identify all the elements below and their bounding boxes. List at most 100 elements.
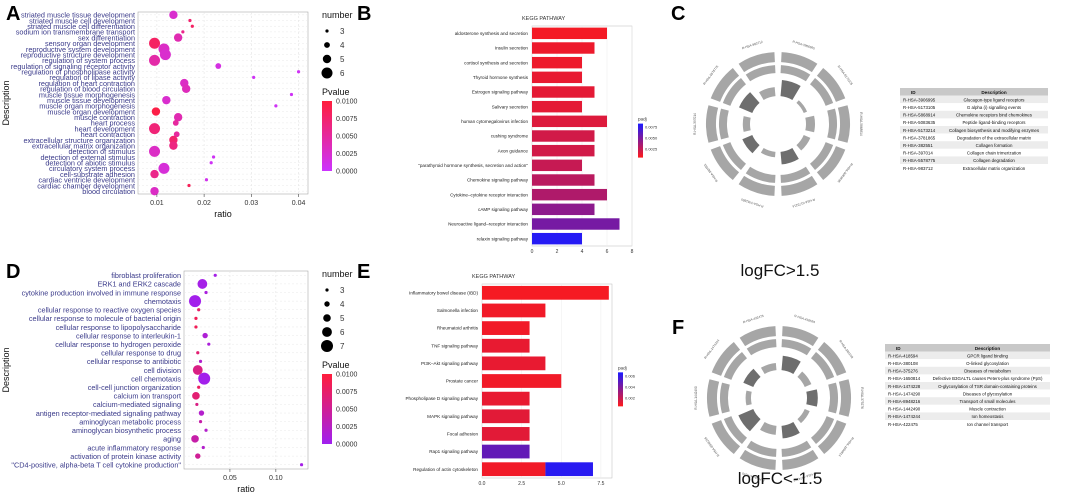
x-tick-label: 2 [556,249,559,255]
circle-segment-label: R-HSA-983712 [741,40,763,51]
size-legend-dot [323,314,331,322]
bar-label: Phospholipase D signaling pathway [405,396,478,401]
size-legend-title: number [322,269,353,279]
term-label: blood circulation [82,187,135,196]
table-cell-id: R-HSA-397014 [903,151,933,156]
term-label: muscle organ morphogenesis [39,102,135,111]
x-tick-label: 0.03 [245,200,259,207]
table-header-row [900,88,1048,96]
circle-panel-f: R-HSA-418594 R-HSA-380108 R-HSA-375276 R-HS… [694,314,1050,488]
x-axis-title: ratio [237,484,255,494]
table-cell-id: R-HSA-1474228 [888,384,921,389]
bar-label: Rap1 signaling pathway [429,449,478,454]
bar-label: "parathyroid hormone synthesis, secretio… [418,163,528,168]
bar [532,174,595,186]
color-legend-bar [322,101,332,171]
table-row [885,359,1050,367]
pathway-table-f: ID Description R-HSA-418594 GPCR ligand bin… [885,344,1050,428]
x-tick-label: 6 [606,249,609,255]
middle-ring-segment [780,166,811,183]
data-point [274,104,278,108]
term-label: striated muscle tissue development [21,11,135,20]
term-label: chemotaxis [144,297,181,306]
bar [482,303,546,318]
bar-label: Chemokine signaling pathway [467,178,529,183]
table-cell-id: R-HSA-5868914 [903,113,936,118]
circle-segment-label: R-HSA-1474228 [793,471,817,482]
middle-ring-segment [722,78,746,106]
middle-ring-segment [720,382,730,414]
bar [532,130,595,142]
table-cell-description: Ion homeostasis [972,414,1005,419]
table-cell-id: R-HSA-380108 [888,361,918,366]
size-legend-dot [321,340,333,352]
bar-label: cAMP signaling pathway [478,207,529,212]
outer-ring-segment [739,449,776,470]
data-point [181,84,191,93]
bar [532,56,582,69]
inner-bar-segment [743,368,761,387]
data-point [172,120,179,126]
middle-ring-segment [746,339,777,356]
x-tick-label: 0.05 [223,475,237,482]
term-label: cell-substrate adhesion [60,170,135,179]
table-row [885,397,1050,405]
dotplot-panel-a: striated muscle tissue developmentstriat… [1,10,358,219]
circle-segment-label: R-HSA-5173214 [792,197,816,208]
term-label: cellular response to drug [101,349,181,358]
outer-ring-segment [781,175,818,196]
outer-ring-segment [817,341,847,376]
circle-segment-label: R-HSA-375276 [860,387,864,409]
inner-bar-segment [760,362,777,374]
bar [532,144,595,157]
data-point [173,33,183,42]
table-cell-description: Extracellular matrix organization [963,166,1026,171]
size-legend-dot [325,29,329,33]
bar [532,42,595,54]
bar [532,86,595,98]
color-legend-title: Pvalue [322,87,350,97]
middle-ring-segment [781,440,812,457]
bar [532,203,595,216]
table-row [885,412,1050,420]
inner-bar-segment [797,409,810,424]
data-point [187,183,191,188]
term-label: regulation of heart contraction [38,79,135,88]
bar-label: cortisol synthesis and secretion [464,60,528,65]
middle-ring-segment [811,352,835,380]
table-cell-id: R-HSA-3906995 [903,97,936,102]
term-label: sodium ion transmembrane transport [16,28,135,37]
table-row [900,164,1048,172]
data-point [204,290,208,295]
data-point [195,402,199,407]
middle-ring-segment [719,108,729,140]
inner-bar-segment [780,79,801,100]
panel-caption: logFC>1.5 [741,261,820,280]
x-tick-label: 0.02 [197,200,211,207]
inner-bar-segment [738,409,761,432]
data-point [192,392,200,400]
data-point [202,332,208,339]
table-row [900,133,1048,142]
term-label: cell chemotaxis [131,374,181,383]
table-row [900,156,1048,164]
data-point [169,10,178,20]
data-point [198,372,211,385]
outer-ring-segment [782,449,819,470]
term-label: regulation of blood circulation [40,85,135,94]
bar-label: TNF signaling pathway [431,343,478,348]
bar-label: Regulation of actin cytoskeleton [413,467,478,472]
data-point [197,279,208,289]
term-label: antigen receptor-mediated signaling path… [36,409,182,418]
middle-ring-segment [811,416,835,444]
outer-ring-segment [707,379,720,417]
table-row [900,118,1048,126]
bar-label: relaxin signaling pathway [477,236,529,241]
table-header-description: Description [981,90,1006,95]
barchart-panel-e: KEGG PATHWAY 0.0 2.5 5.0 7.5 Inflammatory bow… [405,274,635,487]
inner-bar-segment [760,148,776,158]
color-legend-label: 0.0100 [336,372,358,379]
data-point [299,463,304,467]
size-legend-label: 5 [340,314,345,323]
